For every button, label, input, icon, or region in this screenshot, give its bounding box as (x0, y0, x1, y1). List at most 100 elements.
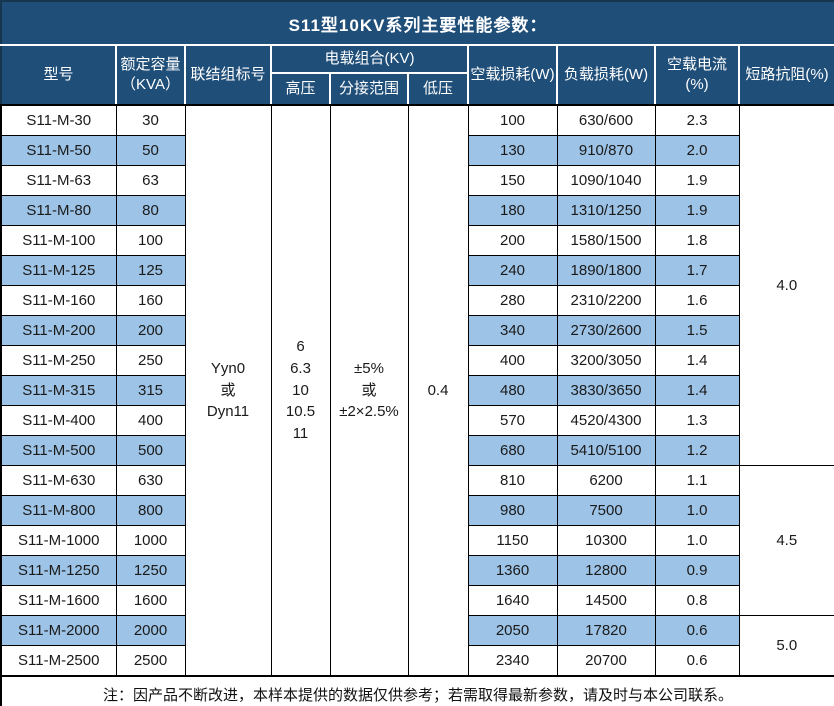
no-load-current-cell: 1.8 (654, 225, 740, 256)
table-row: S11-M-30 30 Yyn0 或 Dyn11 6 6.3 10 10.5 11 ±5… (0, 104, 834, 677)
table-row: S11-M-125 125 240 1890/1800 1.7 (0, 255, 834, 286)
no-load-current-cell: 1.6 (654, 285, 740, 316)
load-loss-cell: 910/870 (556, 135, 656, 166)
tap-range-cell: ±5% 或 ±2×2.5% (329, 104, 409, 677)
model-cell: S11-M-500 (0, 435, 117, 466)
model-cell: S11-M-125 (0, 255, 117, 286)
no-load-current-cell: 1.2 (654, 435, 740, 466)
load-loss-cell: 630/600 (556, 104, 656, 136)
col-header-low-voltage: 低压 (407, 72, 469, 106)
capacity-cell: 800 (115, 495, 186, 526)
table-row: S11-M-1250 1250 1360 12800 0.9 (0, 555, 834, 586)
capacity-cell: 315 (115, 375, 186, 406)
table-row: S11-M-800 800 980 7500 1.0 (0, 495, 834, 526)
table-row: S11-M-400 400 570 4520/4300 1.3 (0, 405, 834, 436)
impedance-cell: 4.5 (738, 465, 834, 616)
no-load-current-cell: 1.0 (654, 525, 740, 556)
no-load-current-cell: 0.8 (654, 585, 740, 616)
impedance-cell: 5.0 (738, 615, 834, 677)
col-header-capacity: 额定容量 （KVA） (115, 44, 186, 106)
table-row: S11-M-500 500 680 5410/5100 1.2 (0, 435, 834, 466)
load-loss-cell: 17820 (556, 615, 656, 646)
col-header-no-load-current: 空载电流(%) (654, 44, 740, 106)
capacity-cell: 80 (115, 195, 186, 226)
no-load-loss-cell: 240 (467, 255, 558, 286)
capacity-cell: 1600 (115, 585, 186, 616)
footnote: 注：因产品不断改进，本样本提供的数据仅供参考；若需取得最新参数，请及时与本公司联… (0, 675, 834, 706)
high-voltage-cell: 6 6.3 10 10.5 11 (270, 104, 331, 677)
table-row: S11-M-2000 2000 2050 17820 0.6 5.0 (0, 615, 834, 677)
capacity-cell: 2000 (115, 615, 186, 646)
no-load-loss-cell: 340 (467, 315, 558, 346)
no-load-loss-cell: 2340 (467, 645, 558, 677)
capacity-cell: 500 (115, 435, 186, 466)
no-load-current-cell: 1.7 (654, 255, 740, 286)
col-header-load-loss: 负载损耗(W) (556, 44, 656, 106)
no-load-current-cell: 1.4 (654, 345, 740, 376)
no-load-loss-cell: 130 (467, 135, 558, 166)
no-load-current-cell: 1.9 (654, 165, 740, 196)
col-header-high-voltage: 高压 (270, 72, 331, 106)
capacity-cell: 200 (115, 315, 186, 346)
load-loss-cell: 12800 (556, 555, 656, 586)
no-load-current-cell: 1.5 (654, 315, 740, 346)
table-row: S11-M-1000 1000 1150 10300 1.0 (0, 525, 834, 556)
no-load-loss-cell: 570 (467, 405, 558, 436)
model-cell: S11-M-315 (0, 375, 117, 406)
col-header-model: 型号 (0, 44, 117, 106)
capacity-cell: 1250 (115, 555, 186, 586)
capacity-cell: 50 (115, 135, 186, 166)
capacity-cell: 2500 (115, 645, 186, 677)
capacity-cell: 100 (115, 225, 186, 256)
no-load-loss-cell: 100 (467, 104, 558, 136)
no-load-current-cell: 2.0 (654, 135, 740, 166)
table-row: S11-M-63 63 150 1090/1040 1.9 (0, 165, 834, 196)
capacity-cell: 160 (115, 285, 186, 316)
no-load-loss-cell: 980 (467, 495, 558, 526)
no-load-current-cell: 1.9 (654, 195, 740, 226)
model-cell: S11-M-200 (0, 315, 117, 346)
capacity-cell: 125 (115, 255, 186, 286)
col-header-voltage-group: 电载组合(KV) (270, 44, 469, 74)
col-header-no-load-loss: 空载损耗(W) (467, 44, 558, 106)
load-loss-cell: 7500 (556, 495, 656, 526)
capacity-cell: 1000 (115, 525, 186, 556)
load-loss-cell: 3830/3650 (556, 375, 656, 406)
model-cell: S11-M-1000 (0, 525, 117, 556)
model-cell: S11-M-30 (0, 104, 117, 136)
no-load-current-cell: 0.6 (654, 645, 740, 677)
table-row: S11-M-80 80 180 1310/1250 1.9 (0, 195, 834, 226)
load-loss-cell: 3200/3050 (556, 345, 656, 376)
model-cell: S11-M-800 (0, 495, 117, 526)
no-load-loss-cell: 1360 (467, 555, 558, 586)
no-load-loss-cell: 400 (467, 345, 558, 376)
load-loss-cell: 2730/2600 (556, 315, 656, 346)
no-load-loss-cell: 200 (467, 225, 558, 256)
no-load-loss-cell: 2050 (467, 615, 558, 646)
col-header-impedance: 短路抗阻(%) (737, 44, 834, 106)
capacity-cell: 400 (115, 405, 186, 436)
no-load-current-cell: 1.0 (654, 495, 740, 526)
no-load-loss-cell: 810 (467, 465, 558, 496)
no-load-loss-cell: 480 (467, 375, 558, 406)
no-load-loss-cell: 150 (467, 165, 558, 196)
table-row: S11-M-250 250 400 3200/3050 1.4 (0, 345, 834, 376)
table-row: S11-M-1600 1600 1640 14500 0.8 (0, 585, 834, 616)
impedance-cell: 4.0 (738, 104, 834, 466)
no-load-loss-cell: 1640 (467, 585, 558, 616)
low-voltage-cell: 0.4 (407, 104, 469, 677)
table-row: S11-M-50 50 130 910/870 2.0 (0, 135, 834, 166)
table-row: S11-M-100 100 200 1580/1500 1.8 (0, 225, 834, 256)
load-loss-cell: 14500 (556, 585, 656, 616)
connection-group-cell: Yyn0 或 Dyn11 (184, 104, 272, 677)
table-row: S11-M-2500 2500 2340 20700 0.6 (0, 645, 834, 677)
capacity-cell: 30 (115, 104, 186, 136)
table-row: S11-M-160 160 280 2310/2200 1.6 (0, 285, 834, 316)
no-load-loss-cell: 680 (467, 435, 558, 466)
no-load-current-cell: 2.3 (654, 104, 740, 136)
load-loss-cell: 20700 (556, 645, 656, 677)
table-row: S11-M-630 630 810 6200 1.1 4.5 (0, 465, 834, 616)
model-cell: S11-M-400 (0, 405, 117, 436)
